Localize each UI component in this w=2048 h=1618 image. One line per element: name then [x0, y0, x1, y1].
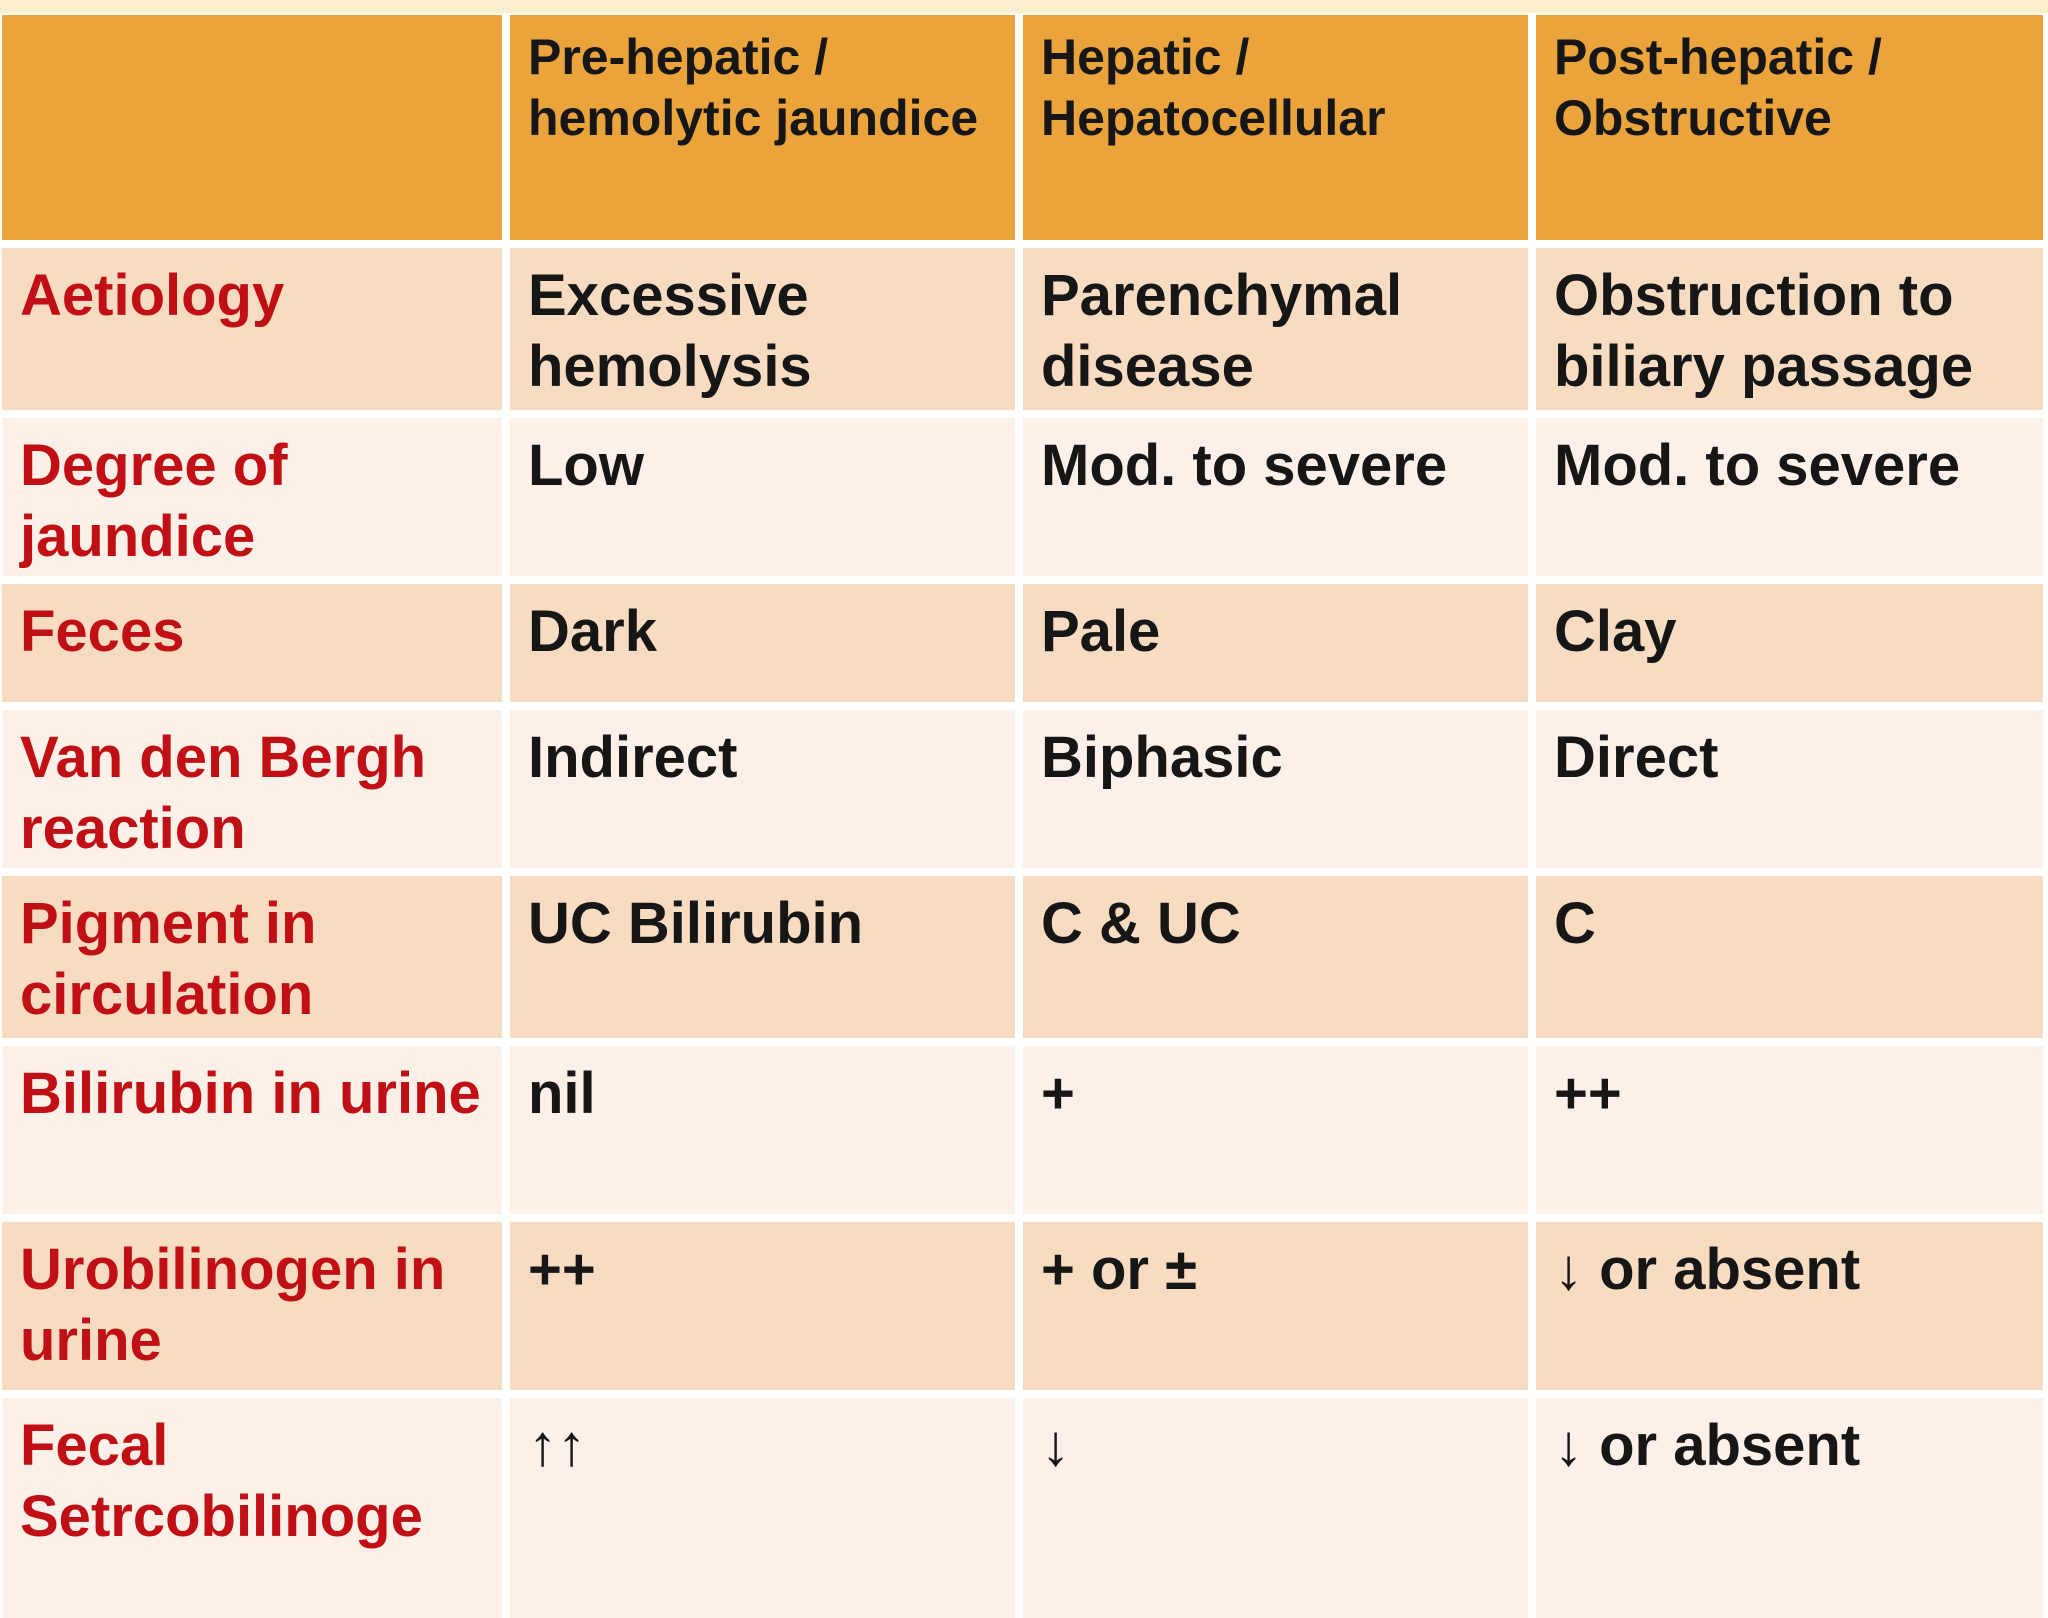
value-cell: ↑↑ [510, 1398, 1015, 1618]
row-label: Van den Bergh reaction [2, 710, 502, 868]
row-label: Degree of jaundice [2, 418, 502, 576]
row-label: Aetiology [2, 248, 502, 410]
jaundice-comparison-table: Pre-hepatic / hemolytic jaundice Hepatic … [0, 15, 2048, 1618]
row-label: Urobilinogen in urine [2, 1222, 502, 1390]
value-cell: Direct [1536, 710, 2043, 868]
header-cell: Post-hepatic / Obstructive [1536, 15, 2043, 240]
value-cell: + or ± [1023, 1222, 1528, 1390]
down-arrow-glyph: ↓ [1554, 1413, 1583, 1478]
value-cell: Biphasic [1023, 710, 1528, 868]
up-arrow-glyph: ↑ [528, 1413, 557, 1478]
value-cell: Low [510, 418, 1015, 576]
row-label: Pigment in circulation [2, 876, 502, 1038]
value-cell: UC Bilirubin [510, 876, 1015, 1038]
down-arrow-glyph: ↓ [1041, 1413, 1070, 1478]
row-label: Bilirubin in urine [2, 1046, 502, 1214]
value-cell: + [1023, 1046, 1528, 1214]
up-arrow-glyph: ↑ [557, 1413, 586, 1478]
value-cell: Dark [510, 584, 1015, 702]
value-cell: nil [510, 1046, 1015, 1214]
value-cell: C [1536, 876, 2043, 1038]
down-arrow-glyph: ↓ [1554, 1237, 1583, 1302]
header-cell: Pre-hepatic / hemolytic jaundice [510, 15, 1015, 240]
value-cell: ↓ or absent [1536, 1222, 2043, 1390]
value-cell: Pale [1023, 584, 1528, 702]
header-cell-empty [2, 15, 502, 240]
value-cell: ↓ or absent [1536, 1398, 2043, 1618]
value-cell: Indirect [510, 710, 1015, 868]
value-cell: Obstruction to biliary passage [1536, 248, 2043, 410]
slide-top-strip [0, 0, 2048, 13]
value-cell: Clay [1536, 584, 2043, 702]
row-label: Fecal Setrcobilinoge [2, 1398, 502, 1618]
value-cell: ++ [1536, 1046, 2043, 1214]
value-cell: ↓ [1023, 1398, 1528, 1618]
row-label: Feces [2, 584, 502, 702]
value-cell: ++ [510, 1222, 1015, 1390]
value-cell: C & UC [1023, 876, 1528, 1038]
value-cell: Mod. to severe [1023, 418, 1528, 576]
value-cell: Parenchymal disease [1023, 248, 1528, 410]
value-cell: Excessive hemolysis [510, 248, 1015, 410]
value-cell: Mod. to severe [1536, 418, 2043, 576]
header-cell: Hepatic / Hepatocellular [1023, 15, 1528, 240]
